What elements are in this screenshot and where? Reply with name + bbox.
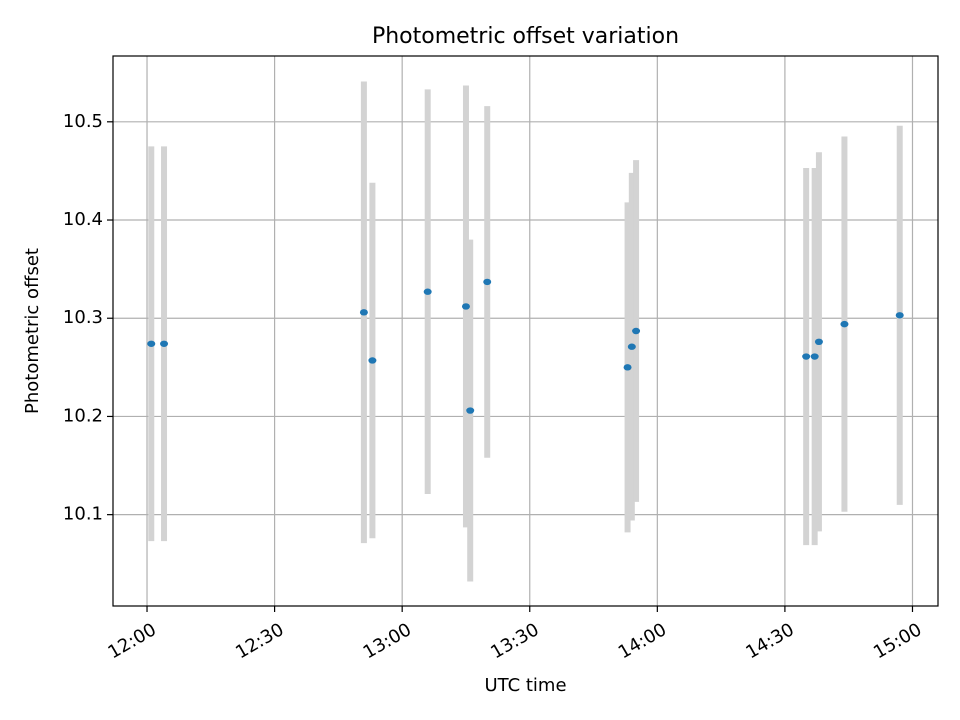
data-point xyxy=(840,320,849,328)
data-point xyxy=(895,312,904,319)
tick-layer: 12:00 12:30 13:00 13:30 14:00 14:30 15:00 10.1 1… xyxy=(63,111,925,664)
x-tick-label: 12:00 xyxy=(104,619,159,663)
x-tick-label: 13:30 xyxy=(487,619,542,663)
errorbar-layer xyxy=(148,81,903,582)
data-point xyxy=(466,407,475,414)
grid-layer xyxy=(113,56,938,606)
y-tick-label: 10.2 xyxy=(63,405,103,426)
x-tick-label: 13:00 xyxy=(360,619,415,663)
x-tick-label: 12:30 xyxy=(232,619,287,663)
data-point xyxy=(483,278,492,286)
data-point xyxy=(359,309,368,316)
x-axis-label: UTC time xyxy=(484,675,566,696)
y-tick-label: 10.1 xyxy=(63,504,103,525)
data-point xyxy=(623,364,632,371)
data-point xyxy=(814,338,823,346)
data-point xyxy=(160,340,169,347)
point-layer xyxy=(147,278,904,414)
data-point xyxy=(147,340,156,347)
data-point xyxy=(423,288,432,295)
y-tick-label: 10.5 xyxy=(63,111,103,132)
data-point xyxy=(627,343,636,350)
y-axis-label: Photometric offset xyxy=(22,248,43,414)
data-point xyxy=(810,353,819,360)
data-point xyxy=(461,303,470,310)
chart-title: Photometric offset variation xyxy=(372,24,679,49)
data-point xyxy=(802,353,811,360)
x-tick-label: 15:00 xyxy=(870,619,925,663)
data-point xyxy=(368,357,377,364)
data-point xyxy=(632,327,641,335)
x-tick-label: 14:30 xyxy=(742,619,797,663)
x-tick-label: 14:00 xyxy=(615,619,670,663)
plot-frame xyxy=(112,55,939,607)
y-tick-label: 10.4 xyxy=(63,209,103,230)
y-tick-label: 10.3 xyxy=(63,307,103,328)
